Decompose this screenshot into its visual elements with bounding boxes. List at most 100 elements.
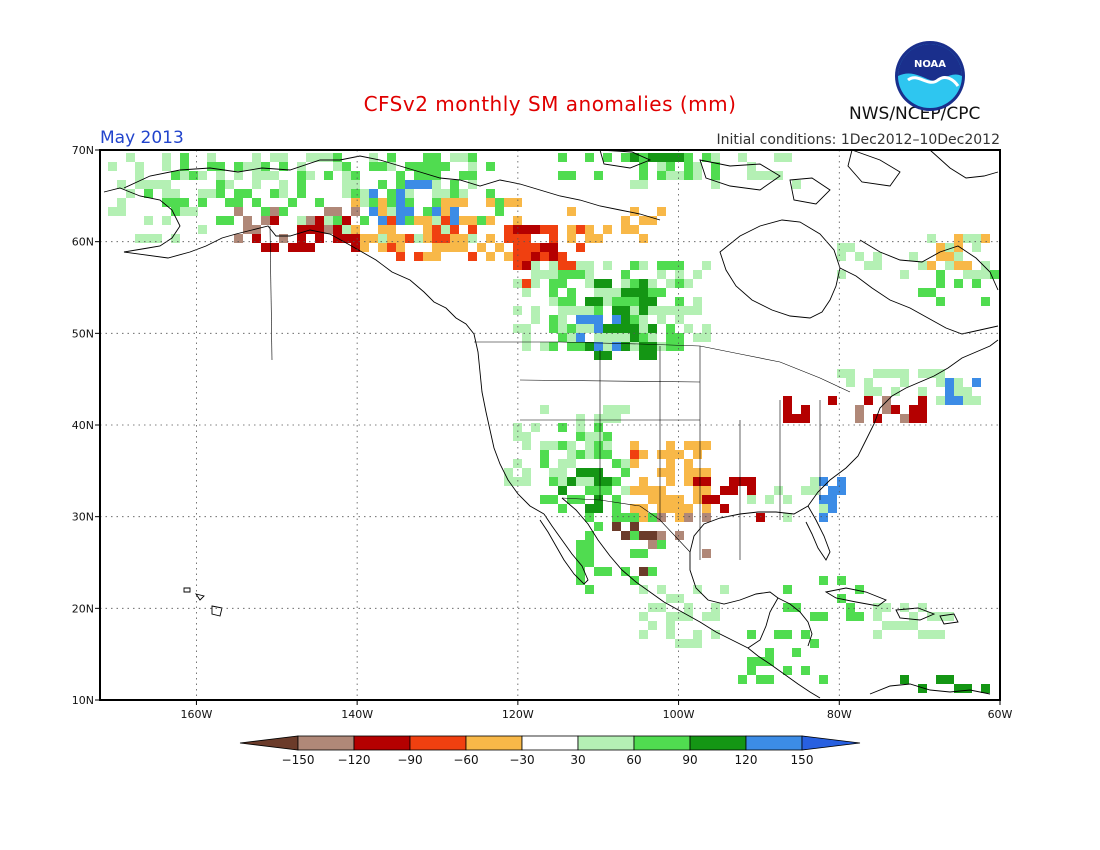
anomaly-cell [522,243,531,252]
anomaly-cell [405,216,414,225]
anomaly-cell [522,333,531,342]
lat-tick-label: 70N [72,144,94,157]
anomaly-cell [972,279,981,288]
anomaly-cell [954,234,963,243]
anomaly-cell [711,180,720,189]
anomaly-cell [270,216,279,225]
anomaly-cell [324,171,333,180]
anomaly-cell [675,594,684,603]
anomaly-cell [981,234,990,243]
anomaly-cell [234,198,243,207]
anomaly-cell [648,333,657,342]
anomaly-cell [324,216,333,225]
anomaly-cell [846,612,855,621]
anomaly-cell [522,324,531,333]
anomaly-cell [549,279,558,288]
anomaly-cell [432,225,441,234]
anomaly-cell [954,684,963,693]
anomaly-cell [207,189,216,198]
anomaly-cell [936,396,945,405]
anomaly-cell [648,288,657,297]
anomaly-cell [864,396,873,405]
anomaly-cell [936,252,945,261]
anomaly-cell [819,495,828,504]
anomaly-cell [594,171,603,180]
anomaly-cell [567,270,576,279]
anomaly-cell [378,207,387,216]
anomaly-cell [180,153,189,162]
anomaly-cell [279,189,288,198]
anomaly-cell [306,243,315,252]
anomaly-cell [693,441,702,450]
anomaly-cell [846,369,855,378]
anomaly-cell [990,270,999,279]
anomaly-cell [342,171,351,180]
anomaly-cell [585,306,594,315]
anomaly-cell [387,243,396,252]
anomaly-cell [513,243,522,252]
anomaly-cell [585,261,594,270]
anomaly-cell [414,234,423,243]
anomaly-cell [909,252,918,261]
anomaly-cell [972,243,981,252]
anomaly-cell [189,207,198,216]
anomaly-cell [675,171,684,180]
anomaly-cell [351,207,360,216]
anomaly-cell [936,630,945,639]
anomaly-cell [441,189,450,198]
anomaly-cell [873,630,882,639]
lon-tick-label: 80W [827,708,852,721]
anomaly-cell [657,585,666,594]
anomaly-cell [630,180,639,189]
anomaly-cell [540,270,549,279]
anomaly-cell [819,576,828,585]
anomaly-cell [837,369,846,378]
colorbar-label: 60 [626,753,641,767]
anomaly-cell [540,405,549,414]
anomaly-cell [297,180,306,189]
anomaly-cell [639,261,648,270]
anomaly-cell [594,414,603,423]
anomaly-cell [252,198,261,207]
anomaly-cell [486,252,495,261]
anomaly-cell [513,324,522,333]
anomaly-cell [396,243,405,252]
anomaly-cell [198,189,207,198]
anomaly-cell [702,468,711,477]
anomaly-cell [486,234,495,243]
anomaly-cell [954,252,963,261]
anomaly-cell [630,306,639,315]
anomaly-cell [612,306,621,315]
anomaly-cell [198,171,207,180]
anomaly-cell [396,189,405,198]
anomaly-cell [567,207,576,216]
anomaly-cell [900,270,909,279]
anomaly-cell [513,225,522,234]
anomaly-cell [234,162,243,171]
anomaly-cell [351,189,360,198]
anomaly-cell [558,297,567,306]
anomaly-cell [225,216,234,225]
grid-lines [100,150,1000,700]
anomaly-cell [504,198,513,207]
anomaly-cell [630,522,639,531]
anomaly-cell [540,450,549,459]
anomaly-cell [576,549,585,558]
anomaly-cell [504,252,513,261]
anomaly-cell [666,171,675,180]
anomaly-cell [225,180,234,189]
anomaly-cell [549,288,558,297]
anomaly-cell [621,405,630,414]
anomaly-cell [180,207,189,216]
anomaly-cell [297,216,306,225]
anomaly-cell [819,675,828,684]
anomaly-cell [576,306,585,315]
anomaly-cell [675,531,684,540]
anomaly-cell [666,630,675,639]
anomaly-cell [504,234,513,243]
anomaly-cell [387,162,396,171]
anomaly-cell [342,234,351,243]
anomaly-cell [846,378,855,387]
anomaly-cell [567,225,576,234]
anomaly-cell [945,378,954,387]
